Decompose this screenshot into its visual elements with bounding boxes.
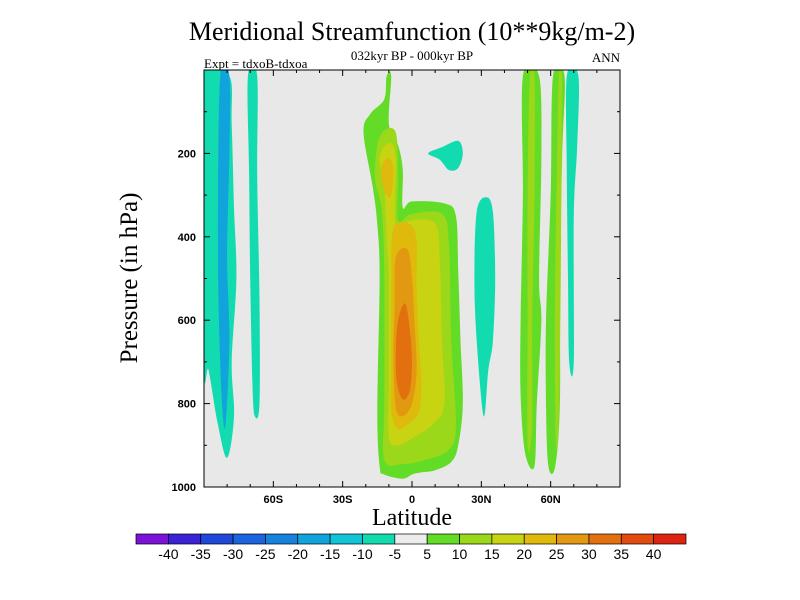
contour-region--10-4 — [428, 140, 463, 171]
colorbar-label: 25 — [549, 546, 565, 562]
colorbar-swatch — [265, 533, 299, 545]
colorbar-label: -10 — [352, 546, 372, 562]
x-tick-label: 30S — [333, 494, 353, 506]
x-tick-label: 30N — [471, 494, 491, 506]
x-axis-label: Latitude — [372, 505, 452, 531]
y-tick-label: 800 — [178, 399, 196, 411]
season-label: ANN — [592, 50, 621, 65]
colorbar-label: -35 — [191, 546, 211, 562]
contour-layer — [204, 70, 580, 479]
contour-region-20-14 — [381, 157, 394, 198]
colorbar: -40 -35 -30 -25 -20 -15 -10 -5 5 10 15 20 25 30 35 40 — [135, 533, 687, 562]
colorbar-label: 5 — [423, 546, 431, 562]
colorbar-swatch — [426, 533, 460, 545]
x-tick-label: 0 — [409, 494, 415, 506]
colorbar-swatch — [362, 533, 396, 545]
colorbar-swatch — [135, 533, 169, 545]
colorbar-label: -20 — [288, 546, 308, 562]
contour-region-10-12 — [554, 70, 562, 450]
contour-region-10-11 — [527, 70, 535, 453]
experiment-label: Expt = tdxoB-tdxoa — [204, 56, 308, 71]
colorbar-label: -25 — [255, 546, 275, 562]
colorbar-label: 40 — [646, 546, 662, 562]
y-tick-label: 200 — [178, 148, 196, 160]
colorbar-swatch — [620, 533, 654, 545]
colorbar-label: 30 — [581, 546, 597, 562]
colorbar-label: 15 — [484, 546, 500, 562]
colorbar-swatch — [232, 533, 266, 545]
contour-region--15-2 — [217, 70, 231, 429]
contour-region--10-5 — [474, 197, 496, 417]
colorbar-swatch — [168, 533, 202, 545]
y-tick-label: 400 — [178, 232, 196, 244]
x-tick-label: 60S — [264, 494, 284, 506]
plot-area: 60S 30S 0 30N 60N 200 400 600 800 1000 — [172, 69, 621, 506]
chart-title: Meridional Streamfunction (10**9kg/m-2) — [189, 17, 635, 46]
colorbar-swatch — [459, 533, 493, 545]
colorbar-swatch — [200, 533, 234, 545]
y-tick-label: 1000 — [172, 482, 196, 494]
contour-region--10-1 — [247, 70, 260, 419]
colorbar-swatch — [556, 533, 590, 545]
contour-region-30-17 — [395, 303, 412, 400]
y-axis-label: Pressure (in hPa) — [116, 193, 143, 364]
contour-region--10-3 — [209, 123, 219, 258]
colorbar-label: 10 — [452, 546, 468, 562]
chart-subtitle: 032kyr BP - 000kyr BP — [351, 48, 473, 63]
colorbar-swatch — [297, 533, 331, 545]
colorbar-swatch — [653, 533, 687, 545]
colorbar-label: -15 — [320, 546, 340, 562]
colorbar-label: -30 — [223, 546, 243, 562]
colorbar-swatch — [394, 533, 428, 545]
colorbar-label: 35 — [614, 546, 630, 562]
colorbar-label: 20 — [516, 546, 532, 562]
y-tick-label: 600 — [178, 315, 196, 327]
contour-region--10-6 — [565, 70, 580, 377]
colorbar-swatch — [588, 533, 622, 545]
colorbar-swatch — [523, 533, 557, 545]
x-tick-label: 60N — [541, 494, 561, 506]
colorbar-label: -5 — [389, 546, 402, 562]
colorbar-swatch — [491, 533, 525, 545]
axis-ticks: 60S 30S 0 30N 60N 200 400 600 800 1000 — [172, 70, 620, 506]
colorbar-label: -40 — [158, 546, 178, 562]
colorbar-swatch — [329, 533, 363, 545]
